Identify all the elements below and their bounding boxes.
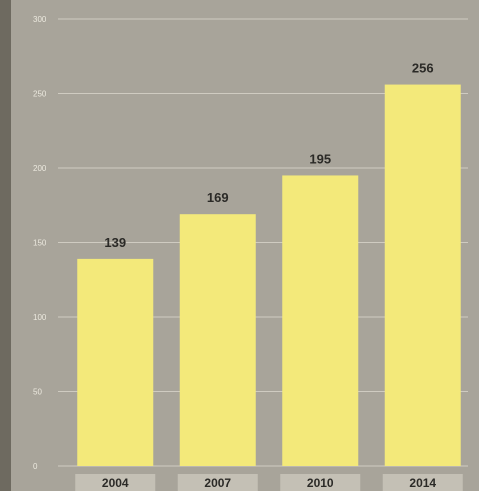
y-tick-label: 250	[33, 90, 47, 99]
x-tick-label: 2007	[204, 476, 231, 490]
y-tick-label: 0	[33, 462, 38, 471]
category-box-2014	[382, 474, 463, 491]
data-label-2010: 195	[309, 151, 331, 166]
bar-2010	[282, 175, 359, 466]
bar-2014	[384, 84, 461, 466]
data-label-2004: 139	[104, 235, 126, 250]
bar-2007	[179, 214, 256, 466]
bar-layer: 139 169 195 256	[77, 61, 461, 466]
category-box-2004	[75, 474, 156, 491]
category-box-2010	[280, 474, 361, 491]
y-tick-label: 100	[33, 313, 47, 322]
y-tick-label: 300	[33, 15, 47, 24]
y-tick-label: 150	[33, 239, 47, 248]
category-axis: 2004 2007 2010 2014	[75, 474, 463, 491]
y-tick-label: 50	[33, 388, 42, 397]
y-tick-label: 200	[33, 164, 47, 173]
x-tick-label: 2014	[409, 476, 436, 490]
bar-2004	[77, 258, 154, 466]
x-tick-label: 2004	[102, 476, 129, 490]
x-tick-label: 2010	[307, 476, 334, 490]
data-label-2007: 169	[207, 190, 229, 205]
data-label-2014: 256	[412, 61, 434, 76]
category-box-2007	[177, 474, 258, 491]
left-edge-band	[0, 0, 11, 491]
